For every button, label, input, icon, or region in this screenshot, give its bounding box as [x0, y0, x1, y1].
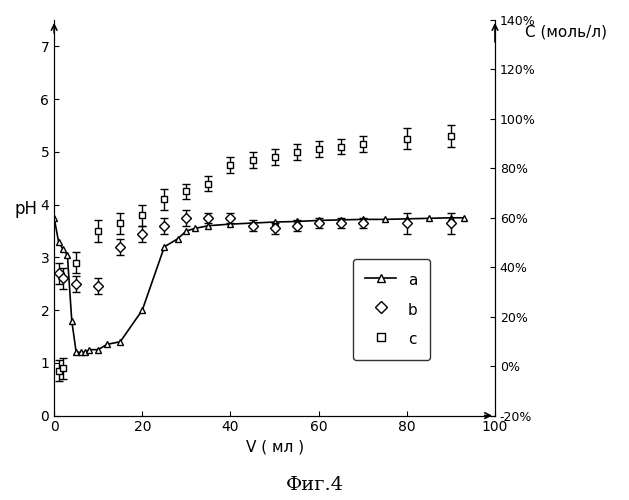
- Y-axis label: C (моль/л): C (моль/л): [525, 24, 606, 40]
- Text: Фиг.4: Фиг.4: [286, 476, 343, 494]
- Legend: a, b, c: a, b, c: [353, 258, 430, 360]
- X-axis label: V ( мл ): V ( мл ): [245, 440, 304, 455]
- Y-axis label: pH: pH: [15, 200, 38, 218]
